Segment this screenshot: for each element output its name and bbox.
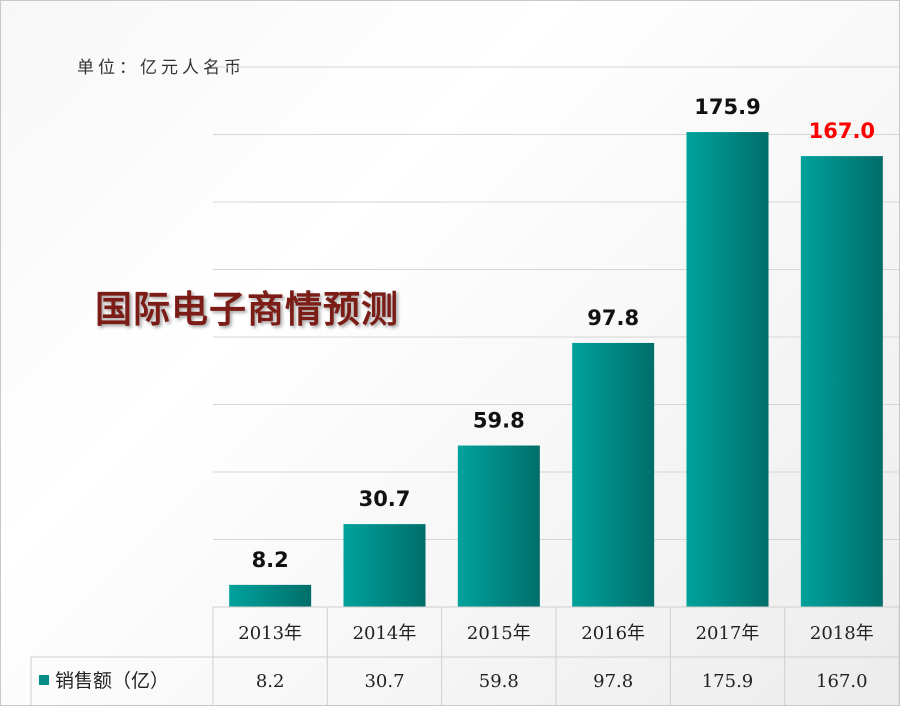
table-value-1: 30.7 bbox=[364, 671, 405, 692]
data-label-3: 97.8 bbox=[587, 306, 639, 330]
legend-swatch bbox=[39, 675, 49, 685]
data-label-0: 8.2 bbox=[252, 548, 289, 572]
bar-0 bbox=[229, 584, 312, 607]
category-label-4: 2017年 bbox=[695, 623, 760, 644]
category-label-5: 2018年 bbox=[809, 623, 874, 644]
data-label-5: 167.0 bbox=[809, 119, 875, 143]
data-label-4: 175.9 bbox=[694, 95, 760, 119]
category-label-3: 2016年 bbox=[581, 623, 646, 644]
data-labels: 8.2 30.7 59.8 97.8 175.9 167.0 bbox=[252, 95, 875, 572]
unit-label: 单位：亿元人名币 bbox=[77, 58, 245, 78]
bars bbox=[229, 132, 883, 607]
table-value-0: 8.2 bbox=[255, 671, 285, 692]
bar-2 bbox=[457, 445, 540, 607]
legend: 销售额（亿） bbox=[39, 667, 169, 695]
table-value-5: 167.0 bbox=[816, 671, 868, 692]
table-value-2: 59.8 bbox=[478, 671, 519, 692]
bar-4 bbox=[686, 132, 769, 607]
table-value-4: 175.9 bbox=[701, 671, 754, 692]
data-label-2: 59.8 bbox=[473, 409, 525, 433]
bar-3 bbox=[572, 342, 655, 607]
category-label-2: 2015年 bbox=[466, 623, 531, 644]
gridlines bbox=[213, 66, 899, 540]
legend-label: 销售额（亿） bbox=[55, 670, 170, 692]
bar-5 bbox=[800, 156, 883, 607]
chart-title: 国际电子商情预测 bbox=[95, 288, 399, 331]
data-table-grid bbox=[30, 606, 899, 705]
bar-1 bbox=[343, 524, 426, 607]
category-label-1: 2014年 bbox=[352, 623, 417, 644]
category-label-0: 2013年 bbox=[238, 623, 303, 644]
data-label-1: 30.7 bbox=[359, 487, 411, 511]
table-value-3: 97.8 bbox=[593, 671, 634, 692]
